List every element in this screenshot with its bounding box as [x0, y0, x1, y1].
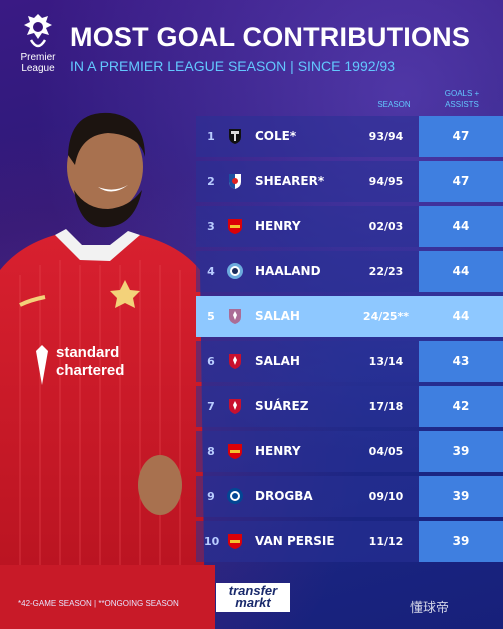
transfermarkt-logo-line2: markt: [235, 595, 271, 610]
svg-text:standard: standard: [56, 344, 119, 361]
player-name: HENRY: [255, 219, 301, 233]
value-cell: [419, 476, 503, 517]
value-cell: [419, 386, 503, 427]
season: 93/94: [368, 130, 404, 143]
season: 17/18: [368, 400, 404, 413]
goal-contributions: 44: [452, 219, 470, 233]
transfermarkt-logo-line1: transfer: [228, 583, 278, 598]
rank: 3: [207, 220, 215, 233]
season: 04/05: [368, 445, 404, 458]
logo-text-league: League: [21, 63, 55, 74]
table-row: 6 SALAH 13/14 43: [196, 341, 503, 382]
rank: 1: [207, 130, 215, 143]
page-subtitle: IN A PREMIER LEAGUE SEASON | SINCE 1992/…: [70, 58, 395, 74]
chelsea-badge-icon: [227, 488, 243, 504]
value-cell: [419, 161, 503, 202]
arsenal-badge-icon: [228, 534, 242, 549]
player-name: VAN PERSIE: [255, 534, 335, 548]
newcastle-badge-icon: [229, 129, 241, 144]
arsenal-badge-icon: [228, 219, 242, 234]
footnote: *42-GAME SEASON | **ONGOING SEASON: [18, 599, 179, 608]
goal-contributions: 43: [452, 354, 470, 368]
man-city-badge-icon: [227, 263, 243, 279]
page-title: MOST GOAL CONTRIBUTIONS: [70, 22, 471, 52]
rank: 6: [207, 355, 215, 368]
liverpool-badge-icon: [229, 309, 241, 324]
transfermarkt-logo: transfer markt: [216, 583, 290, 612]
svg-text:chartered: chartered: [56, 362, 124, 379]
player-name: DROGBA: [255, 489, 313, 503]
goal-contributions: 44: [452, 309, 470, 323]
season: 22/23: [368, 265, 404, 278]
goal-contributions: 39: [452, 534, 470, 548]
season: 24/25**: [362, 310, 410, 323]
value-cell: [419, 521, 503, 562]
table-row: 2 SHEARER* 94/95 47: [196, 161, 503, 202]
rank: 9: [207, 490, 215, 503]
player-name: HENRY: [255, 444, 301, 458]
player-name: SALAH: [255, 354, 300, 368]
column-header-line2: ASSISTS: [445, 100, 479, 109]
blackburn-badge-icon: [229, 174, 241, 189]
goal-contributions: 47: [452, 129, 470, 143]
rank: 5: [207, 310, 215, 323]
table-row: 9 DROGBA 09/10 39: [196, 476, 503, 517]
table-row: 3 HENRY 02/03 44: [196, 206, 503, 247]
value-cell: [419, 341, 503, 382]
goal-contributions: 39: [452, 444, 470, 458]
column-header-season: SEASON: [377, 100, 411, 109]
season: 11/12: [368, 535, 404, 548]
premier-league-logo: Premier League: [14, 12, 62, 74]
column-header-line1: GOALS +: [444, 89, 480, 98]
rank: 4: [207, 265, 215, 278]
goal-contributions: 42: [452, 399, 470, 413]
rank: 2: [207, 175, 215, 188]
player-name: COLE*: [255, 129, 297, 143]
table-row-highlighted: 5 SALAH 24/25** 44: [196, 296, 503, 337]
rank: 7: [207, 400, 215, 413]
season: 09/10: [368, 490, 404, 503]
player-name: SUÁREZ: [255, 399, 309, 413]
logo-text-premier: Premier: [20, 52, 56, 63]
season: 13/14: [368, 355, 404, 368]
player-name: SALAH: [255, 309, 300, 323]
goal-contributions: 44: [452, 264, 470, 278]
goal-contributions: 47: [452, 174, 470, 188]
goal-contributions: 39: [452, 489, 470, 503]
player-name: SHEARER*: [255, 174, 325, 188]
player-photo: standard chartered: [0, 112, 215, 629]
season: 94/95: [368, 175, 404, 188]
arsenal-badge-icon: [228, 444, 242, 459]
rank: 8: [207, 445, 215, 458]
table-row: 8 HENRY 04/05 39: [196, 431, 503, 472]
rank: 10: [204, 535, 220, 548]
liverpool-badge-icon: [229, 399, 241, 414]
value-cell: [419, 296, 503, 337]
table-row: 10 VAN PERSIE 11/12 39: [196, 521, 503, 562]
value-cell: [419, 206, 503, 247]
table-row: 7 SUÁREZ 17/18 42: [196, 386, 503, 427]
table-row: 4 HAALAND 22/23 44: [196, 251, 503, 292]
value-cell: [419, 431, 503, 472]
liverpool-badge-icon: [229, 354, 241, 369]
season: 02/03: [368, 220, 404, 233]
table-row: 1 COLE* 93/94 47: [196, 116, 503, 157]
lion-icon: [24, 14, 52, 48]
value-cell: [419, 116, 503, 157]
player-name: HAALAND: [255, 264, 321, 278]
watermark: 懂球帝: [410, 601, 450, 616]
value-cell: [419, 251, 503, 292]
column-header-goals-assists: GOALS + ASSISTS: [432, 88, 492, 110]
